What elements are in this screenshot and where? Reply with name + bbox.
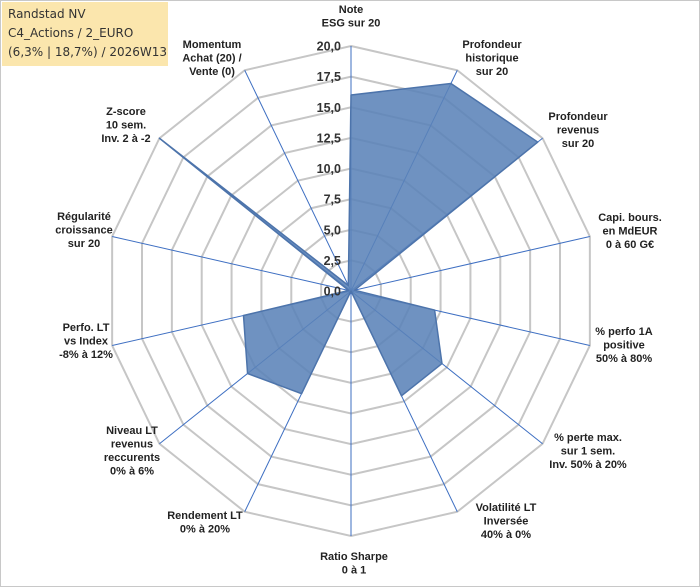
- category-label-line: Perfo. LT: [63, 322, 110, 334]
- category-label-line: 40% à 0%: [481, 529, 531, 541]
- category-label-line: % perfo 1A: [595, 326, 653, 338]
- category-label-line: -8% à 12%: [59, 349, 113, 361]
- radial-tick-label: 12,5: [317, 131, 341, 145]
- category-label: % perte max. sur 1 sem. Inv. 50% à 20%: [549, 432, 627, 471]
- radial-tick-label: 5,0: [324, 223, 341, 237]
- info-line-category: C4_Actions / 2_EURO: [8, 26, 134, 40]
- category-label-line: Inv. 50% à 20%: [549, 459, 627, 471]
- radial-tick-label: 15,0: [317, 101, 341, 115]
- info-box: Randstad NV C4_Actions / 2_EURO (6,3% | …: [2, 2, 168, 66]
- category-label: % perfo 1A positive 50% à 80%: [595, 326, 653, 365]
- category-label-line: Profondeur: [548, 111, 608, 123]
- category-label: Momentum Achat (20) / Vente (0): [182, 39, 241, 78]
- category-label-line: % perte max.: [554, 432, 622, 444]
- category-label-line: Achat (20) /: [182, 53, 241, 65]
- category-label-line: Z-score: [106, 106, 146, 118]
- category-label: Perfo. LT vs Index -8% à 12%: [59, 322, 113, 361]
- category-label-line: revenus: [557, 125, 599, 137]
- radial-tick-label: 7,5: [324, 193, 341, 207]
- radial-tick-label: 2,5: [324, 254, 341, 268]
- category-label-line: sur 20: [562, 138, 594, 150]
- series-area: [158, 82, 539, 397]
- category-label-line: 50% à 80%: [596, 353, 652, 365]
- category-label-line: Capi. bours.: [598, 212, 662, 224]
- category-label: Z-score 10 sem. Inv. 2 à -2: [101, 106, 150, 145]
- axis-spoke: [350, 235, 590, 292]
- category-label-line: Note: [339, 4, 363, 16]
- category-label-line: en MdEUR: [603, 226, 658, 238]
- category-label-line: Régularité: [57, 211, 111, 223]
- axis-spoke: [112, 235, 352, 292]
- category-label: Capi. bours. en MdEUR 0 à 60 G€: [598, 212, 662, 251]
- radial-tick-labels: 0,0 2,5 5,0 7,5 10,0 12,5 15,0 17,5 20,0: [317, 40, 341, 299]
- info-line-name: Randstad NV: [8, 7, 86, 21]
- category-label: Volatilité LT Inversée 40% à 0%: [476, 502, 537, 541]
- category-label-line: 0 à 1: [342, 565, 366, 577]
- category-label-line: Momentum: [183, 39, 242, 51]
- category-label-line: Rendement LT: [167, 510, 243, 522]
- category-label-line: Vente (0): [189, 66, 235, 78]
- category-label: Régularité croissance sur 20: [55, 211, 112, 250]
- category-label-line: Volatilité LT: [476, 502, 537, 514]
- category-label-line: 0% à 6%: [110, 466, 154, 478]
- category-label-line: 0% à 20%: [180, 524, 230, 536]
- category-label-line: reccurents: [104, 452, 160, 464]
- axis-spoke: [244, 70, 352, 292]
- category-label-line: Inv. 2 à -2: [101, 133, 150, 145]
- category-label-line: croissance: [55, 225, 112, 237]
- radial-tick-label: 20,0: [317, 40, 341, 54]
- category-label-line: revenus: [111, 439, 153, 451]
- category-label-line: historique: [465, 53, 518, 65]
- category-label-line: Ratio Sharpe: [320, 551, 388, 563]
- category-label: Note ESG sur 20: [322, 4, 381, 30]
- category-label-line: 0 à 60 G€: [606, 239, 654, 251]
- category-label-line: vs Index: [64, 336, 109, 348]
- category-label-line: Inversée: [484, 516, 529, 528]
- category-label-line: 10 sem.: [106, 120, 146, 132]
- category-label-line: Niveau LT: [106, 425, 158, 437]
- category-label-line: sur 1 sem.: [561, 446, 615, 458]
- category-label-line: sur 20: [68, 238, 100, 250]
- category-label: Profondeur historique sur 20: [462, 39, 522, 78]
- category-label: Profondeur revenus sur 20: [548, 111, 608, 150]
- category-label-line: Profondeur: [462, 39, 522, 51]
- radial-tick-label: 17,5: [317, 70, 341, 84]
- category-label-line: positive: [603, 340, 645, 352]
- category-label-line: sur 20: [476, 66, 508, 78]
- radial-tick-label: 0,0: [324, 285, 341, 299]
- radar-series: [158, 82, 539, 397]
- category-label: Niveau LT revenus reccurents 0% à 6%: [104, 425, 160, 478]
- info-line-stats: (6,3% | 18,7%) / 2026W13: [8, 45, 167, 59]
- category-label-line: ESG sur 20: [322, 18, 381, 30]
- radial-tick-label: 10,0: [317, 162, 341, 176]
- category-label: Rendement LT 0% à 20%: [167, 510, 243, 536]
- category-label: Ratio Sharpe 0 à 1: [320, 551, 388, 577]
